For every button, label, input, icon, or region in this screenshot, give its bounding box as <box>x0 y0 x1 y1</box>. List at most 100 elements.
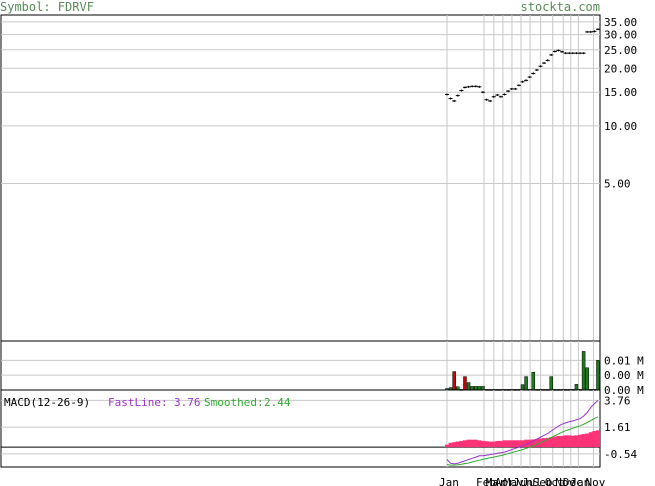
macd-histogram-bar <box>585 433 590 448</box>
macd-histogram-bar <box>502 440 507 448</box>
macd-histogram-bar <box>462 440 467 448</box>
macd-histogram-bar <box>524 439 529 448</box>
volume-bar <box>481 386 485 391</box>
price-tick-label: 10.00 <box>604 120 637 133</box>
volume-bar <box>581 351 586 391</box>
price-tick-label: 25.00 <box>604 44 637 57</box>
macd-tick-label: 1.61 <box>604 421 631 434</box>
macd-histogram-bar <box>495 440 500 448</box>
macd-histogram-bar <box>534 439 539 448</box>
volume-bar <box>585 367 589 391</box>
macd-histogram-bar <box>506 440 511 448</box>
macd-histogram-bar <box>448 442 453 448</box>
macd-histogram-bar <box>473 439 478 448</box>
macd-histogram-bar <box>470 439 475 448</box>
symbol-label: Symbol: FDRVF <box>0 0 94 14</box>
volume-panel: 0.01 M 0.00 M 0.00 M <box>0 340 644 397</box>
macd-histogram-bar <box>578 434 583 448</box>
macd-histogram-bar <box>567 435 572 448</box>
price-tick-label: 5.00 <box>604 177 631 190</box>
macd-histogram-bar <box>596 430 600 448</box>
macd-histogram-bar <box>552 436 557 448</box>
price-tick-label: 15.00 <box>604 86 637 99</box>
macd-histogram-bar <box>531 439 536 448</box>
site-label: stockta.com <box>521 0 600 14</box>
volume-bar <box>520 384 525 391</box>
volume-bar <box>549 376 554 391</box>
volume-bar <box>470 386 474 391</box>
volume-bar <box>463 376 467 391</box>
macd-histogram-bar <box>574 435 579 448</box>
macd-histogram-bar <box>452 442 457 448</box>
month-label: Mar <box>486 476 506 486</box>
macd-histogram-bar <box>455 441 460 448</box>
month-label: Jul <box>522 476 542 486</box>
macd-histogram-bar <box>477 440 482 448</box>
month-label: Feb <box>476 476 496 486</box>
month-label: Oct <box>545 476 565 486</box>
volume-bar <box>466 382 471 391</box>
volume-bar <box>474 386 478 391</box>
macd-histogram-bar <box>542 438 547 448</box>
macd-legend: MACD(12-26-9) FastLine: 3.76 Smoothed: 2… <box>4 396 291 409</box>
price-tick-label: 20.00 <box>604 62 637 75</box>
macd-histogram-bar <box>516 440 521 448</box>
price-tick-label: 30.00 <box>604 29 637 42</box>
macd-histogram-bar <box>570 435 575 448</box>
volume-bar <box>524 376 528 391</box>
month-label: Nov <box>585 476 605 486</box>
smoothed-label: Smoothed: <box>204 396 264 409</box>
volume-bar <box>574 384 579 391</box>
macd-histogram-bar <box>484 441 489 448</box>
macd-histogram-bar <box>445 444 449 448</box>
macd-histogram-bar <box>549 437 554 448</box>
macd-histogram-bar <box>513 440 518 448</box>
fastline-label: FastLine: <box>108 396 168 409</box>
month-label: Nov <box>555 476 575 486</box>
volume-bar <box>596 360 600 391</box>
smoothed-value: 2.44 <box>264 396 291 409</box>
month-label: Sep <box>533 476 553 486</box>
macd-histogram-bar <box>488 441 493 448</box>
macd-histogram-bar <box>581 434 586 448</box>
fastline-value: 3.76 <box>174 396 201 409</box>
macd-histogram-bar <box>466 439 471 448</box>
macd-histogram-bar <box>509 440 514 448</box>
macd-histogram-bar <box>588 432 593 448</box>
month-label: May <box>504 476 524 486</box>
month-label: Jan <box>439 476 459 486</box>
volume-bar <box>531 371 536 391</box>
month-label: Apr <box>495 476 515 486</box>
macd-histogram-bar <box>556 435 561 448</box>
macd-histogram-bar <box>592 430 597 448</box>
macd-histogram-bar <box>545 437 550 448</box>
macd-tick-label: -0.54 <box>604 448 637 461</box>
macd-histogram-bar <box>560 435 565 448</box>
smoothed-line <box>446 416 599 466</box>
macd-histogram-bar <box>527 439 532 448</box>
macd-frame <box>0 389 601 468</box>
macd-histogram-bar <box>520 440 525 448</box>
volume-bar <box>477 386 482 391</box>
month-label: Dec <box>563 476 583 486</box>
volume-tick-label: 0.00 M <box>604 369 644 382</box>
volume-tick-label: 0.00 M <box>604 384 644 397</box>
volume-bar <box>452 371 456 391</box>
volume-frame <box>0 340 601 391</box>
macd-tick-label: 3.76 <box>604 394 631 407</box>
macd-histogram-bar <box>491 441 496 448</box>
price-tick-label: 35.00 <box>604 16 637 29</box>
macd-histogram-bar <box>563 435 568 448</box>
macd-histogram-bar <box>498 440 503 448</box>
month-label: Jan <box>570 476 590 486</box>
price-frame <box>0 14 601 342</box>
fastline-line <box>446 400 599 465</box>
macd-histogram-bar <box>459 440 464 448</box>
macd-title: MACD(12-26-9) <box>4 396 90 409</box>
macd-histogram-bar <box>480 440 485 448</box>
volume-tick-label: 0.01 M <box>604 354 644 367</box>
macd-panel: 3.76 1.61 -0.54 <box>0 389 637 468</box>
